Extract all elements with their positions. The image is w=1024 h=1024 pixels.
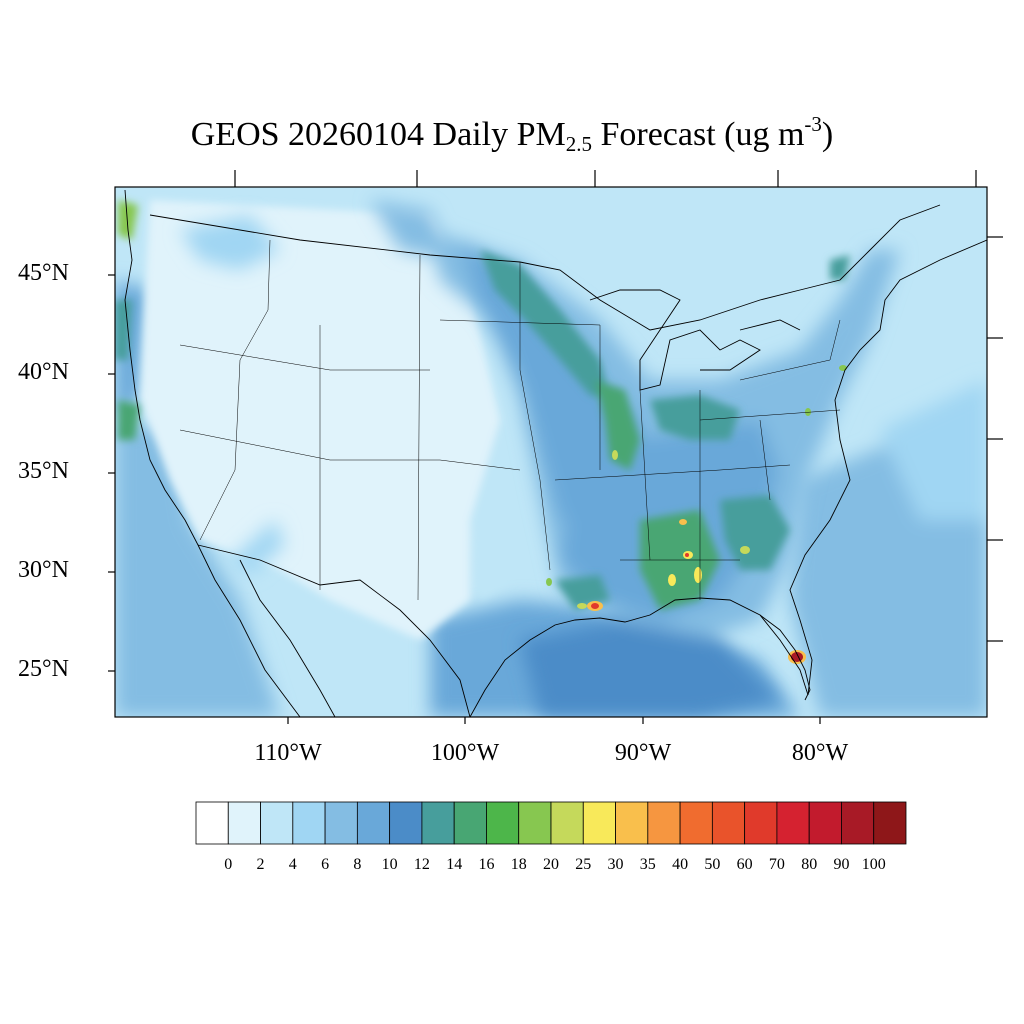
title-superscript: -3 — [804, 112, 822, 136]
colorbar-swatch — [873, 801, 907, 845]
colorbar-label: 100 — [861, 856, 886, 873]
colorbar-swatch — [292, 801, 326, 845]
colorbar-label: 14 — [446, 856, 463, 873]
colorbar — [195, 801, 907, 845]
colorbar-label: 0 — [224, 856, 233, 873]
colorbar-label: 16 — [478, 856, 495, 873]
great-lakes — [589, 289, 801, 391]
colorbar-swatch — [195, 801, 229, 845]
lat-label-25: 25°N — [18, 656, 69, 682]
lon-label-100: 100°W — [430, 740, 500, 766]
canada-border — [149, 204, 941, 331]
colorbar-swatch — [841, 801, 875, 845]
gulf-coast — [469, 597, 809, 717]
atlantic-coast — [789, 239, 987, 696]
colorbar-swatch — [647, 801, 681, 845]
colorbar-swatch — [776, 801, 810, 845]
colorbar-swatch — [421, 801, 455, 845]
map-frame — [114, 186, 988, 718]
colorbar-label: 50 — [704, 856, 721, 873]
lat-label-30: 30°N — [18, 557, 69, 583]
lon-label-90: 90°W — [614, 740, 672, 766]
colorbar-swatch — [711, 801, 746, 845]
ticks — [108, 170, 1003, 724]
boundaries — [124, 189, 987, 717]
colorbar-label: 30 — [607, 856, 624, 873]
colorbar-label: 4 — [288, 856, 297, 873]
lon-label-80: 80°W — [791, 740, 849, 766]
lat-label-35: 35°N — [18, 458, 69, 484]
lon-label-110: 110°W — [254, 740, 322, 766]
colorbar-swatch — [582, 801, 616, 845]
colorbar-swatch — [808, 801, 842, 845]
colorbar-label: 40 — [672, 856, 689, 873]
colorbar-label: 90 — [833, 856, 850, 873]
hot-spots — [546, 365, 847, 664]
mexico-coast — [197, 544, 336, 717]
colorbar-label: 35 — [639, 856, 656, 873]
colorbar-label: 10 — [381, 856, 398, 873]
colorbar-label: 80 — [801, 856, 818, 873]
lat-label-40: 40°N — [18, 359, 69, 385]
colorbar-swatch — [679, 801, 713, 845]
colorbar-label: 12 — [413, 856, 430, 873]
colorbar-swatch — [260, 801, 294, 845]
colorbar-swatch — [356, 801, 391, 845]
colorbar-swatch — [486, 801, 520, 845]
colorbar-label: 18 — [510, 856, 527, 873]
state-lines — [179, 239, 841, 601]
florida-peninsula — [759, 614, 811, 701]
colorbar-swatch — [518, 801, 552, 845]
title-subscript: 2.5 — [565, 132, 592, 156]
colorbar-swatch — [550, 801, 584, 845]
lat-label-45: 45°N — [18, 260, 69, 286]
colorbar-swatch — [453, 801, 487, 845]
colorbar-label: 20 — [543, 856, 559, 873]
colorbar-label: 2 — [256, 856, 265, 873]
title-middle: Forecast (ug m — [591, 116, 805, 153]
colorbar-label: 60 — [736, 856, 753, 873]
colorbar-label: 6 — [321, 856, 330, 873]
colorbar-swatch — [227, 801, 261, 845]
colorbar-label: 8 — [353, 856, 362, 873]
title-prefix: GEOS 20260104 Daily PM — [190, 116, 566, 153]
colorbar-swatch — [324, 801, 358, 845]
colorbar-swatch — [744, 801, 778, 845]
mexico-border — [197, 544, 471, 717]
concentration-field — [115, 187, 987, 717]
title-suffix: ) — [821, 116, 834, 153]
colorbar-label: 70 — [768, 856, 785, 873]
colorbar-label: 25 — [575, 856, 592, 873]
colorbar-swatch — [615, 801, 649, 845]
colorbar-swatch — [389, 801, 423, 845]
map-title: GEOS 20260104 Daily PM2.5 Forecast (ug m… — [0, 112, 1024, 157]
west-coast — [124, 189, 199, 546]
